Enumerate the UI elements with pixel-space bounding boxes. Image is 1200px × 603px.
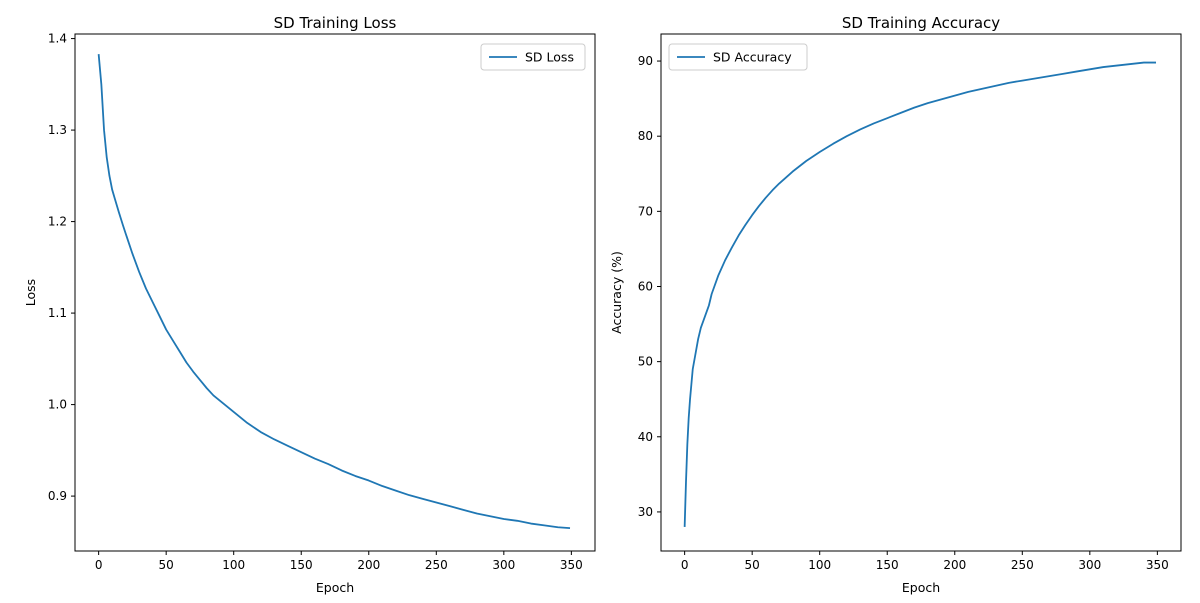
x-tick-label: 300	[492, 558, 515, 572]
series-line-sd-loss	[97, 54, 571, 530]
x-axis-label: Epoch	[902, 580, 940, 595]
x-tick-label: 350	[560, 558, 583, 572]
legend: SD Accuracy	[668, 43, 808, 71]
y-tick-label: 0.9	[48, 489, 67, 503]
x-axis-label: Epoch	[316, 580, 354, 595]
y-tick-label: 1.3	[48, 123, 67, 137]
plot-frame	[660, 33, 1182, 552]
x-tick-label: 200	[357, 558, 380, 572]
accuracy-chart: 0 50 100 150 200 250 300 350 30 40 50 60 70 80 90 SD Tr…	[609, 14, 1182, 595]
x-tick-label: 50	[159, 558, 174, 572]
y-tick-label: 1.2	[48, 215, 67, 229]
x-tick-label: 150	[876, 558, 899, 572]
y-tick-label: 1.4	[48, 32, 67, 46]
y-axis-label: Loss	[23, 279, 38, 306]
y-tick-label: 30	[638, 505, 653, 519]
y-tick-label: 1.0	[48, 398, 67, 412]
y-axis-label: Accuracy (%)	[609, 251, 624, 334]
y-tick-label: 80	[638, 129, 653, 143]
x-tick-label: 350	[1146, 558, 1169, 572]
x-tick-label: 150	[290, 558, 313, 572]
y-tick-label: 70	[638, 204, 653, 218]
x-tick-label: 100	[222, 558, 245, 572]
chart-title: SD Training Accuracy	[842, 14, 1000, 32]
x-tick-label: 300	[1078, 558, 1101, 572]
x-tick-label: 100	[808, 558, 831, 572]
y-tick-label: 60	[638, 279, 653, 293]
legend: SD Loss	[480, 43, 586, 71]
y-tick-label: 1.1	[48, 306, 67, 320]
legend-box	[668, 43, 808, 71]
legend-label: SD Accuracy	[713, 50, 792, 65]
loss-chart: 0 50 100 150 200 250 300 350 0.9 1.0 1.1 1.2 1.3 1.4 S…	[23, 14, 596, 595]
x-tick-label: 200	[943, 558, 966, 572]
series-line-sd-accuracy	[683, 61, 1157, 527]
y-tick-label: 40	[638, 430, 653, 444]
x-tick-label: 50	[745, 558, 760, 572]
y-tick-label: 90	[638, 54, 653, 68]
x-tick-label: 0	[95, 558, 103, 572]
x-tick-label: 0	[681, 558, 689, 572]
chart-title: SD Training Loss	[274, 14, 397, 32]
legend-box	[480, 43, 586, 71]
plot-frame	[74, 33, 596, 552]
x-tick-label: 250	[425, 558, 448, 572]
y-tick-label: 50	[638, 355, 653, 369]
x-tick-label: 250	[1011, 558, 1034, 572]
legend-label: SD Loss	[525, 50, 574, 65]
